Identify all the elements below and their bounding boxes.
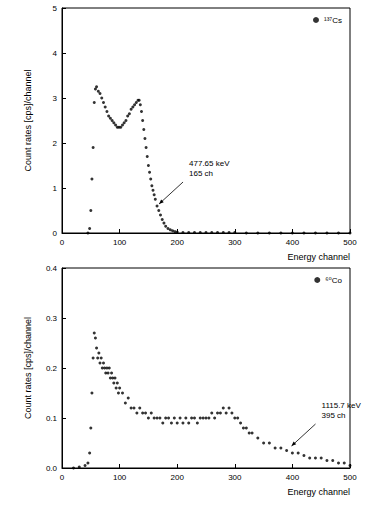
svg-text:0.2: 0.2 (46, 364, 58, 373)
svg-text:Energy channel: Energy channel (287, 252, 350, 262)
svg-text:⁶⁰Co: ⁶⁰Co (325, 276, 342, 285)
svg-text:395 ch: 395 ch (322, 411, 346, 420)
svg-text:500: 500 (343, 473, 357, 482)
svg-text:400: 400 (286, 473, 300, 482)
svg-text:Count rates [cps]/channel: Count rates [cps]/channel (23, 317, 33, 419)
svg-text:2: 2 (53, 139, 58, 148)
svg-text:200: 200 (171, 473, 185, 482)
svg-text:500: 500 (343, 238, 357, 247)
svg-text:100: 100 (113, 238, 127, 247)
svg-text:0.3: 0.3 (46, 314, 58, 323)
svg-text:165 ch: 165 ch (189, 169, 213, 178)
svg-text:3: 3 (53, 94, 58, 103)
svg-text:0: 0 (60, 238, 65, 247)
svg-text:Count rates [cps]/channel: Count rates [cps]/channel (23, 69, 33, 171)
svg-text:1: 1 (53, 184, 58, 193)
svg-text:0.1: 0.1 (46, 414, 58, 423)
svg-text:100: 100 (113, 473, 127, 482)
svg-text:0: 0 (53, 229, 58, 238)
svg-text:4: 4 (53, 49, 58, 58)
svg-text:5: 5 (53, 4, 58, 13)
svg-text:0: 0 (60, 473, 65, 482)
svg-text:0.0: 0.0 (46, 464, 58, 473)
svg-text:1115.7 keV: 1115.7 keV (322, 401, 362, 410)
svg-text:0.4: 0.4 (46, 264, 58, 273)
svg-text:200: 200 (171, 238, 185, 247)
svg-text:477.65 keV: 477.65 keV (189, 159, 230, 168)
svg-text:400: 400 (286, 238, 300, 247)
svg-text:Energy channel: Energy channel (287, 487, 350, 497)
svg-text:300: 300 (228, 473, 242, 482)
svg-text:300: 300 (228, 238, 242, 247)
svg-text:¹³⁷Cs: ¹³⁷Cs (324, 16, 342, 25)
